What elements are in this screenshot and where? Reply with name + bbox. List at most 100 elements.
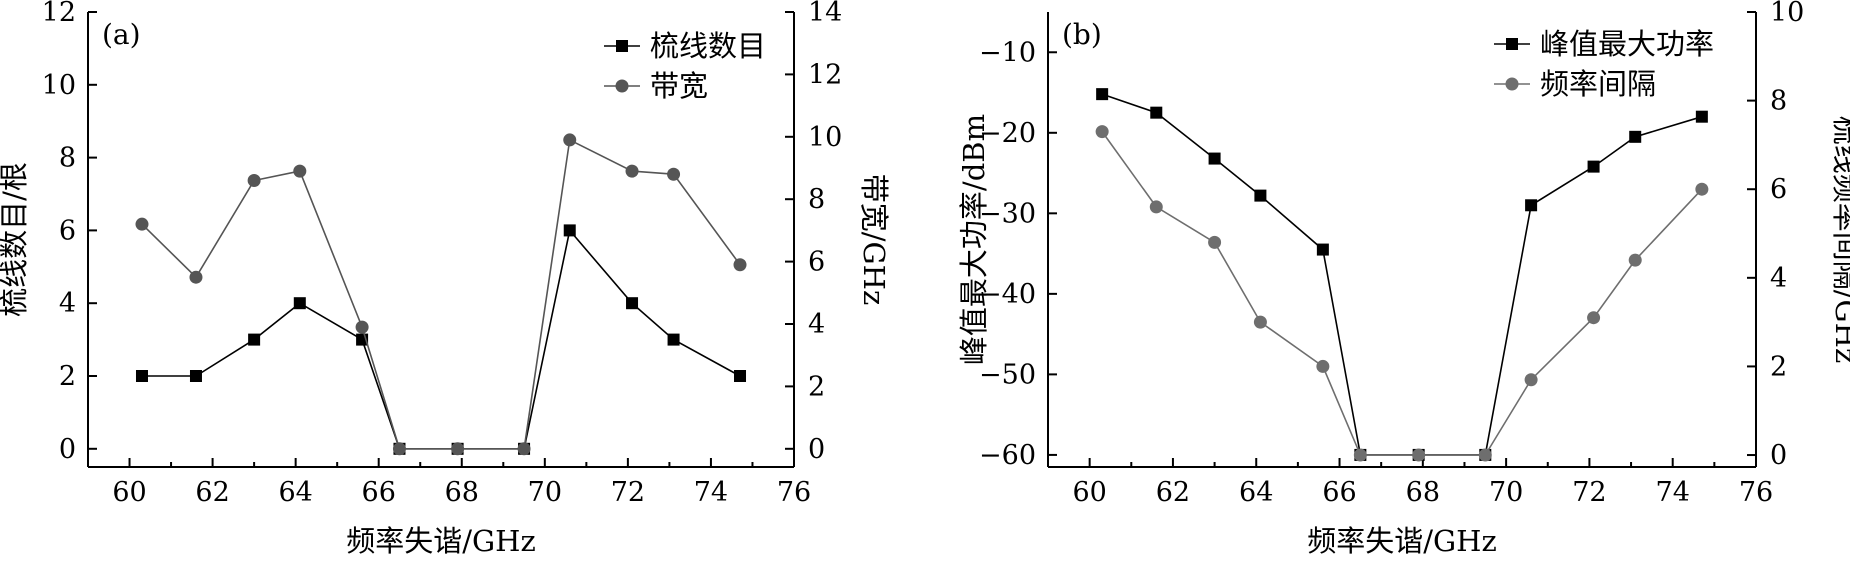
- data-point-square: [1096, 88, 1109, 101]
- y-axis-title: 峰值最大功率/dBm: [957, 114, 991, 365]
- data-point-circle: [392, 442, 406, 456]
- series-line-2: [141, 138, 741, 450]
- legend-label: 峰值最大功率: [1540, 27, 1714, 61]
- x-tick-label: 76: [777, 477, 811, 508]
- data-point-circle: [563, 133, 577, 147]
- y-tick-label: 12: [42, 0, 76, 28]
- data-point-circle: [451, 442, 465, 456]
- y2-tick-label: 2: [1770, 351, 1787, 382]
- y2-tick-label: 4: [808, 309, 825, 340]
- y2-tick-label: 2: [808, 371, 825, 402]
- y2-tick-label: 8: [1770, 86, 1787, 117]
- y-tick-label: −20: [979, 118, 1036, 149]
- data-point-circle: [1412, 448, 1426, 462]
- data-point-circle: [733, 258, 747, 272]
- legend-label: 梳线数目: [650, 29, 766, 63]
- y-tick-label: 6: [59, 215, 76, 246]
- data-point-circle: [1353, 448, 1367, 462]
- data-point-square: [667, 333, 680, 346]
- data-point-square: [248, 333, 261, 346]
- data-point-square: [626, 297, 639, 310]
- y-tick-label: −30: [979, 198, 1036, 229]
- data-point-square: [1587, 160, 1600, 173]
- x-tick-label: 74: [1656, 477, 1690, 508]
- data-point-square: [1150, 106, 1163, 119]
- data-point-square: [563, 224, 576, 237]
- legend-marker-square: [1506, 38, 1518, 50]
- x-tick-label: 66: [362, 477, 396, 508]
- panel-label: (b): [1062, 18, 1102, 51]
- legend-marker-circle: [1505, 77, 1519, 91]
- y2-axis-title: 梳线频率间隔/GHz: [1829, 116, 1850, 364]
- x-tick-label: 68: [1406, 477, 1440, 508]
- data-point-circle: [247, 173, 261, 187]
- series-line-1: [142, 228, 741, 450]
- y2-tick-label: 14: [808, 0, 842, 28]
- y2-tick-label: 8: [808, 184, 825, 215]
- data-point-square: [135, 370, 148, 382]
- data-point-square: [1695, 110, 1708, 123]
- data-point-circle: [667, 167, 681, 181]
- chart-panel-b: 60 62 64 66 68 70 72 74 76−60−50−40−30−20−100246…: [957, 0, 1850, 558]
- legend-marker-circle: [615, 79, 629, 93]
- x-tick-label: 68: [445, 477, 479, 508]
- x-tick-label: 62: [1156, 477, 1190, 508]
- data-point-circle: [625, 164, 639, 178]
- y2-tick-label: 4: [1770, 263, 1787, 294]
- data-point-circle: [1587, 311, 1601, 325]
- data-point-square: [189, 370, 202, 382]
- series-line-1: [1101, 93, 1703, 456]
- data-point-circle: [517, 442, 531, 456]
- x-axis-title: 频率失谐/GHz: [346, 524, 536, 558]
- x-tick-label: 76: [1739, 477, 1773, 508]
- y-tick-label: 0: [59, 434, 76, 465]
- data-point-circle: [1316, 359, 1330, 373]
- x-tick-label: 72: [1572, 477, 1606, 508]
- legend-label: 带宽: [650, 69, 708, 103]
- y-tick-label: −10: [979, 37, 1036, 68]
- data-point-square: [293, 297, 306, 310]
- data-point-square: [1316, 243, 1329, 256]
- x-tick-label: 62: [195, 477, 229, 508]
- data-point-circle: [355, 320, 369, 334]
- legend-marker-square: [616, 40, 628, 52]
- data-point-square: [1525, 199, 1538, 212]
- data-point-circle: [1524, 373, 1538, 387]
- y2-tick-label: 12: [808, 59, 842, 90]
- y2-tick-label: 0: [808, 434, 825, 465]
- x-tick-label: 74: [694, 477, 728, 508]
- x-tick-label: 72: [611, 477, 645, 508]
- x-tick-label: 60: [1072, 477, 1106, 508]
- data-point-circle: [293, 164, 307, 178]
- x-tick-label: 70: [1489, 477, 1523, 508]
- chart-panel-a: 60 62 64 66 68 70 72 74 7602468101202468101214频率…: [0, 0, 891, 558]
- x-tick-label: 64: [1239, 477, 1273, 508]
- data-point-square: [1629, 130, 1642, 143]
- data-point-circle: [135, 217, 149, 231]
- y-axis-title: 梳线数目/根: [0, 162, 31, 317]
- y2-tick-label: 10: [1770, 0, 1804, 28]
- data-point-circle: [1253, 315, 1267, 329]
- x-axis-title: 频率失谐/GHz: [1307, 524, 1497, 558]
- y-tick-label: −50: [979, 359, 1036, 390]
- data-point-square: [1254, 189, 1267, 202]
- y2-tick-label: 6: [1770, 174, 1787, 205]
- x-tick-label: 60: [112, 477, 146, 508]
- x-tick-label: 66: [1322, 477, 1356, 508]
- y-tick-label: 4: [59, 288, 76, 319]
- y-tick-label: 2: [59, 361, 76, 392]
- y-tick-label: −60: [979, 440, 1036, 471]
- data-point-square: [734, 370, 747, 382]
- data-point-circle: [1095, 125, 1109, 139]
- y-tick-label: 10: [42, 70, 76, 101]
- data-point-circle: [1628, 253, 1642, 267]
- y-tick-label: −40: [979, 279, 1036, 310]
- y2-tick-label: 6: [808, 247, 825, 278]
- legend-label: 频率间隔: [1540, 67, 1656, 101]
- data-point-circle: [1478, 448, 1492, 462]
- y-tick-label: 8: [59, 143, 76, 174]
- y2-tick-label: 0: [1770, 440, 1787, 471]
- x-tick-label: 70: [528, 477, 562, 508]
- data-point-circle: [1149, 200, 1163, 214]
